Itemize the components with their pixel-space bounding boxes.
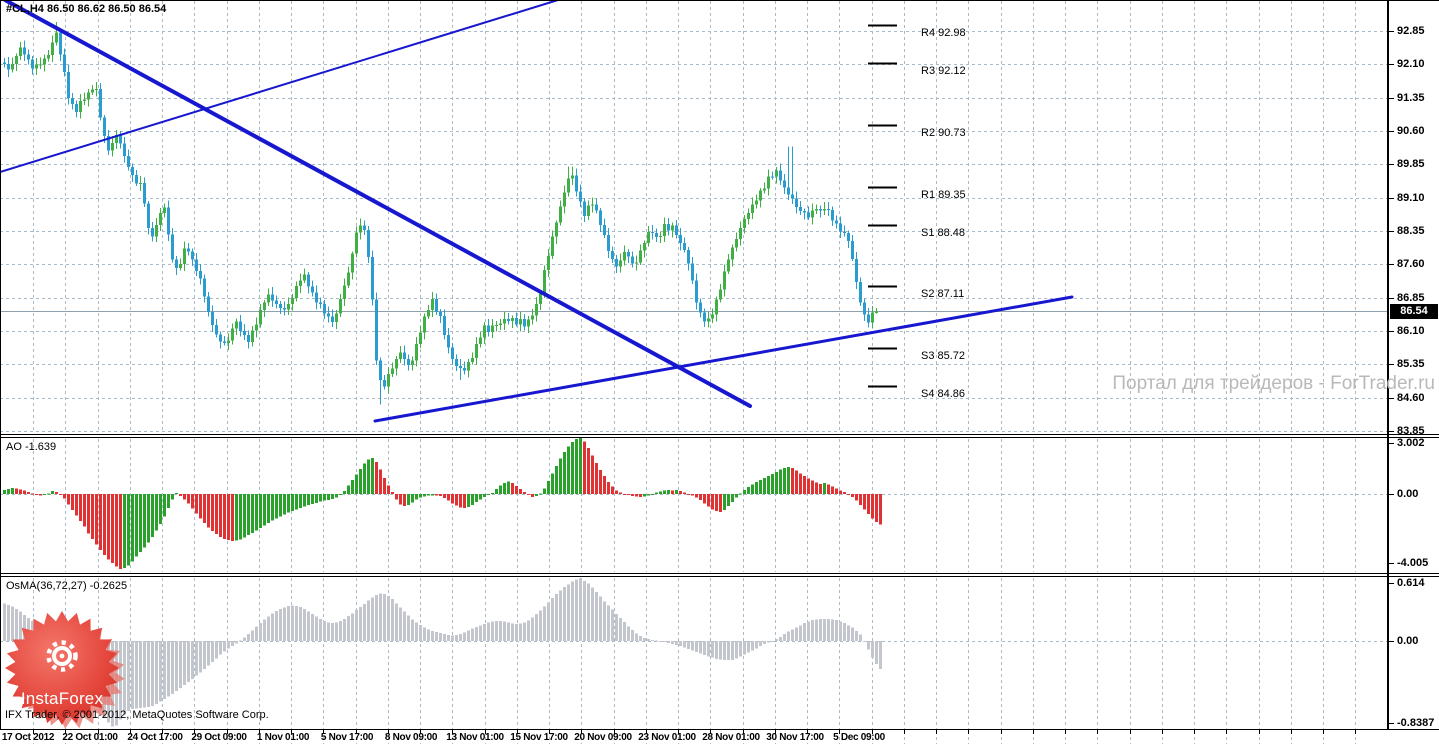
time-axis-label: 24 Oct 17:00: [127, 732, 183, 743]
time-axis-label: 23 Nov 01:00: [638, 732, 696, 743]
time-axis-label: 29 Oct 09:00: [191, 732, 247, 743]
price-axis-label: 91.35: [1397, 92, 1425, 104]
indicator-scale-label: -0.8387: [1397, 717, 1435, 729]
starburst-badge: [5, 611, 125, 729]
time-axis-label: 20 Nov 09:00: [574, 732, 632, 743]
price-axis-label: 88.35: [1397, 225, 1425, 237]
price-axis-label: 86.85: [1397, 292, 1425, 304]
time-axis-label: 8 Nov 09:00: [384, 732, 438, 743]
price-axis-label: 87.60: [1397, 258, 1425, 270]
time-axis-label: 5 Nov 17:00: [320, 732, 374, 743]
price-axis-label: 84.60: [1397, 392, 1425, 404]
indicator-scale-label: 0.00: [1397, 488, 1419, 500]
instaforex-logo-text: InstaForex: [20, 689, 104, 708]
current-price-badge: 86.54: [1390, 304, 1438, 319]
price-axis-label: 85.35: [1397, 358, 1425, 370]
price-axis-label: 92.85: [1397, 25, 1425, 37]
ao-indicator-label: AO -1.639: [6, 441, 57, 453]
instaforex-logo: InstaForex: [0, 610, 128, 738]
price-axis-label: 89.85: [1397, 158, 1425, 170]
osma-indicator-label: OsMA(36,72,27) -0.2625: [6, 580, 128, 592]
indicator-scale-label: -4.005: [1397, 557, 1429, 569]
time-axis-label: 13 Nov 01:00: [446, 732, 504, 743]
price-axis[interactable]: 86.54 92.85 92.10 91.35 90.60 89.85 89.10 88.3…: [1388, 0, 1439, 731]
platform-copyright: IFX Trader, © 2001-2012, MetaQuotes Soft…: [5, 709, 269, 721]
indicator-scale-label: 0.00: [1397, 635, 1419, 647]
time-axis-label: 30 Nov 17:00: [766, 732, 824, 743]
time-axis-label: 28 Nov 01:00: [702, 732, 760, 743]
price-axis-label: 90.60: [1397, 125, 1425, 137]
price-axis-label: 89.10: [1397, 192, 1425, 204]
time-axis-label: 1 Nov 01:00: [256, 732, 310, 743]
time-axis-label: 17 Oct 2012: [1, 732, 55, 743]
gear-icon: [46, 640, 78, 672]
price-axis-label: 83.85: [1397, 425, 1425, 437]
price-axis-label: 92.10: [1397, 58, 1425, 70]
symbol-title: #CL,H4 86.50 86.62 86.50 86.54: [6, 3, 167, 15]
price-axis-label: 86.10: [1397, 325, 1425, 337]
time-axis-label: 15 Nov 17:00: [510, 732, 568, 743]
time-axis[interactable]: 17 Oct 2012 22 Oct 01:00 24 Oct 17:00 29 Oc…: [0, 731, 1439, 745]
time-axis-label: 5 Dec 09:00: [833, 732, 885, 743]
time-axis-label: 22 Oct 01:00: [62, 732, 118, 743]
indicator-scale-label: 0.614: [1397, 577, 1425, 589]
fortrader-watermark: Портал для трейдеров - ForTrader.ru: [1112, 373, 1435, 394]
indicator-scale-label: 3.002: [1397, 437, 1425, 449]
